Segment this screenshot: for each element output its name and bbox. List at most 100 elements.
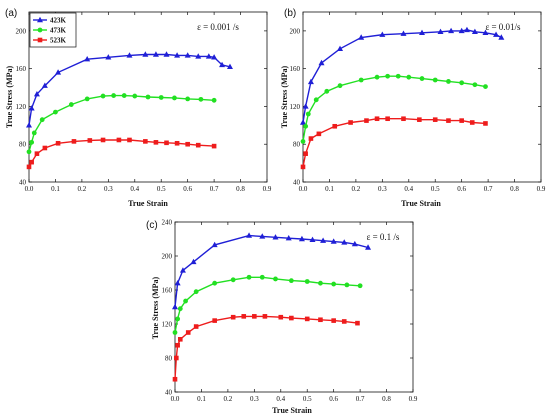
data-point bbox=[71, 139, 77, 144]
data-point bbox=[458, 27, 465, 34]
data-point bbox=[400, 30, 407, 36]
data-point bbox=[226, 63, 233, 69]
data-point bbox=[158, 95, 164, 100]
series-curve-0 bbox=[300, 26, 505, 125]
data-point bbox=[482, 29, 489, 35]
data-point bbox=[53, 109, 58, 115]
legend-label: 523K bbox=[50, 37, 67, 45]
data-point bbox=[365, 244, 372, 250]
legend: 423K 473K 523K bbox=[29, 12, 77, 48]
x-tick-label: 0.6 bbox=[457, 185, 466, 193]
data-point bbox=[406, 74, 412, 80]
y-tick-label: 120 bbox=[290, 103, 301, 111]
x-tick-label: 0.1 bbox=[51, 185, 60, 193]
x-tick-label: 0.5 bbox=[303, 395, 312, 403]
x-tick-label: 0.7 bbox=[484, 185, 493, 193]
data-point bbox=[184, 52, 191, 58]
series-curve-2 bbox=[172, 314, 360, 382]
data-point bbox=[55, 140, 61, 146]
data-point bbox=[195, 53, 202, 59]
y-axis-title: True Stress (MPa) bbox=[280, 65, 289, 128]
data-point bbox=[272, 234, 279, 240]
y-tick-label: 40 bbox=[165, 389, 173, 397]
data-point bbox=[230, 314, 236, 320]
series-line bbox=[174, 276, 361, 333]
data-point bbox=[320, 237, 327, 243]
data-point bbox=[300, 138, 306, 144]
data-point bbox=[472, 82, 478, 88]
data-point bbox=[177, 306, 183, 312]
data-point bbox=[193, 324, 199, 329]
data-point bbox=[288, 278, 294, 284]
y-tick-label: 80 bbox=[293, 141, 301, 149]
data-point bbox=[198, 96, 204, 102]
data-point bbox=[303, 123, 309, 129]
data-point bbox=[331, 281, 337, 287]
series-line bbox=[174, 234, 369, 308]
data-point bbox=[285, 234, 292, 241]
data-point bbox=[185, 141, 190, 147]
data-point bbox=[419, 29, 425, 35]
legend-swatch-marker bbox=[37, 37, 43, 43]
panel-label: (b) bbox=[284, 8, 296, 19]
data-point bbox=[437, 28, 444, 35]
data-point bbox=[26, 149, 32, 155]
x-axis-title: True Strain bbox=[272, 406, 312, 415]
data-point bbox=[307, 78, 314, 85]
data-point bbox=[212, 280, 218, 286]
data-point bbox=[26, 164, 32, 170]
x-tick-label: 0.8 bbox=[236, 185, 245, 193]
data-point bbox=[174, 140, 180, 146]
x-tick-label: 0.8 bbox=[510, 185, 519, 193]
y-tick-label: 160 bbox=[162, 287, 173, 295]
y-tick-label: 40 bbox=[19, 179, 27, 187]
data-point bbox=[175, 316, 181, 322]
data-point bbox=[84, 96, 90, 102]
data-point bbox=[100, 137, 106, 143]
data-point bbox=[469, 120, 475, 125]
data-point bbox=[190, 258, 197, 265]
series-curve-1 bbox=[172, 274, 363, 335]
x-tick-label: 0.3 bbox=[378, 185, 387, 193]
x-tick-label: 0.2 bbox=[224, 395, 233, 403]
data-point bbox=[459, 80, 465, 86]
x-tick-label: 0.2 bbox=[352, 185, 361, 193]
data-point bbox=[152, 51, 159, 57]
x-tick-label: 0.0 bbox=[299, 185, 308, 193]
data-point bbox=[185, 330, 191, 335]
data-point bbox=[143, 139, 148, 144]
data-point bbox=[348, 120, 353, 125]
legend-swatch-marker bbox=[37, 16, 43, 23]
panel-label: (a) bbox=[5, 8, 17, 19]
x-tick-label: 0.4 bbox=[276, 395, 285, 403]
x-tick-label: 0.9 bbox=[263, 185, 272, 193]
legend-label: 423K bbox=[50, 17, 67, 25]
data-point bbox=[116, 137, 122, 143]
data-point bbox=[309, 236, 316, 243]
data-point bbox=[446, 118, 451, 123]
y-tick-label: 40 bbox=[293, 179, 301, 187]
data-point bbox=[174, 355, 179, 361]
data-point bbox=[211, 241, 218, 248]
data-point bbox=[164, 140, 169, 146]
data-point bbox=[26, 122, 32, 128]
data-point bbox=[302, 103, 309, 109]
data-point bbox=[211, 143, 217, 149]
data-point bbox=[185, 96, 191, 102]
data-point bbox=[84, 56, 91, 62]
x-tick-label: 0.4 bbox=[404, 185, 413, 193]
x-tick-label: 0.1 bbox=[325, 185, 334, 193]
data-point bbox=[212, 318, 217, 323]
x-tick-label: 0.6 bbox=[183, 185, 192, 193]
data-point bbox=[87, 138, 93, 143]
data-point bbox=[446, 79, 451, 84]
data-point bbox=[241, 314, 247, 319]
data-point bbox=[193, 289, 199, 295]
data-point bbox=[172, 303, 178, 310]
data-point bbox=[313, 97, 319, 103]
data-point bbox=[358, 77, 364, 83]
data-point bbox=[153, 140, 159, 145]
data-point bbox=[318, 317, 323, 323]
data-point bbox=[68, 102, 74, 107]
